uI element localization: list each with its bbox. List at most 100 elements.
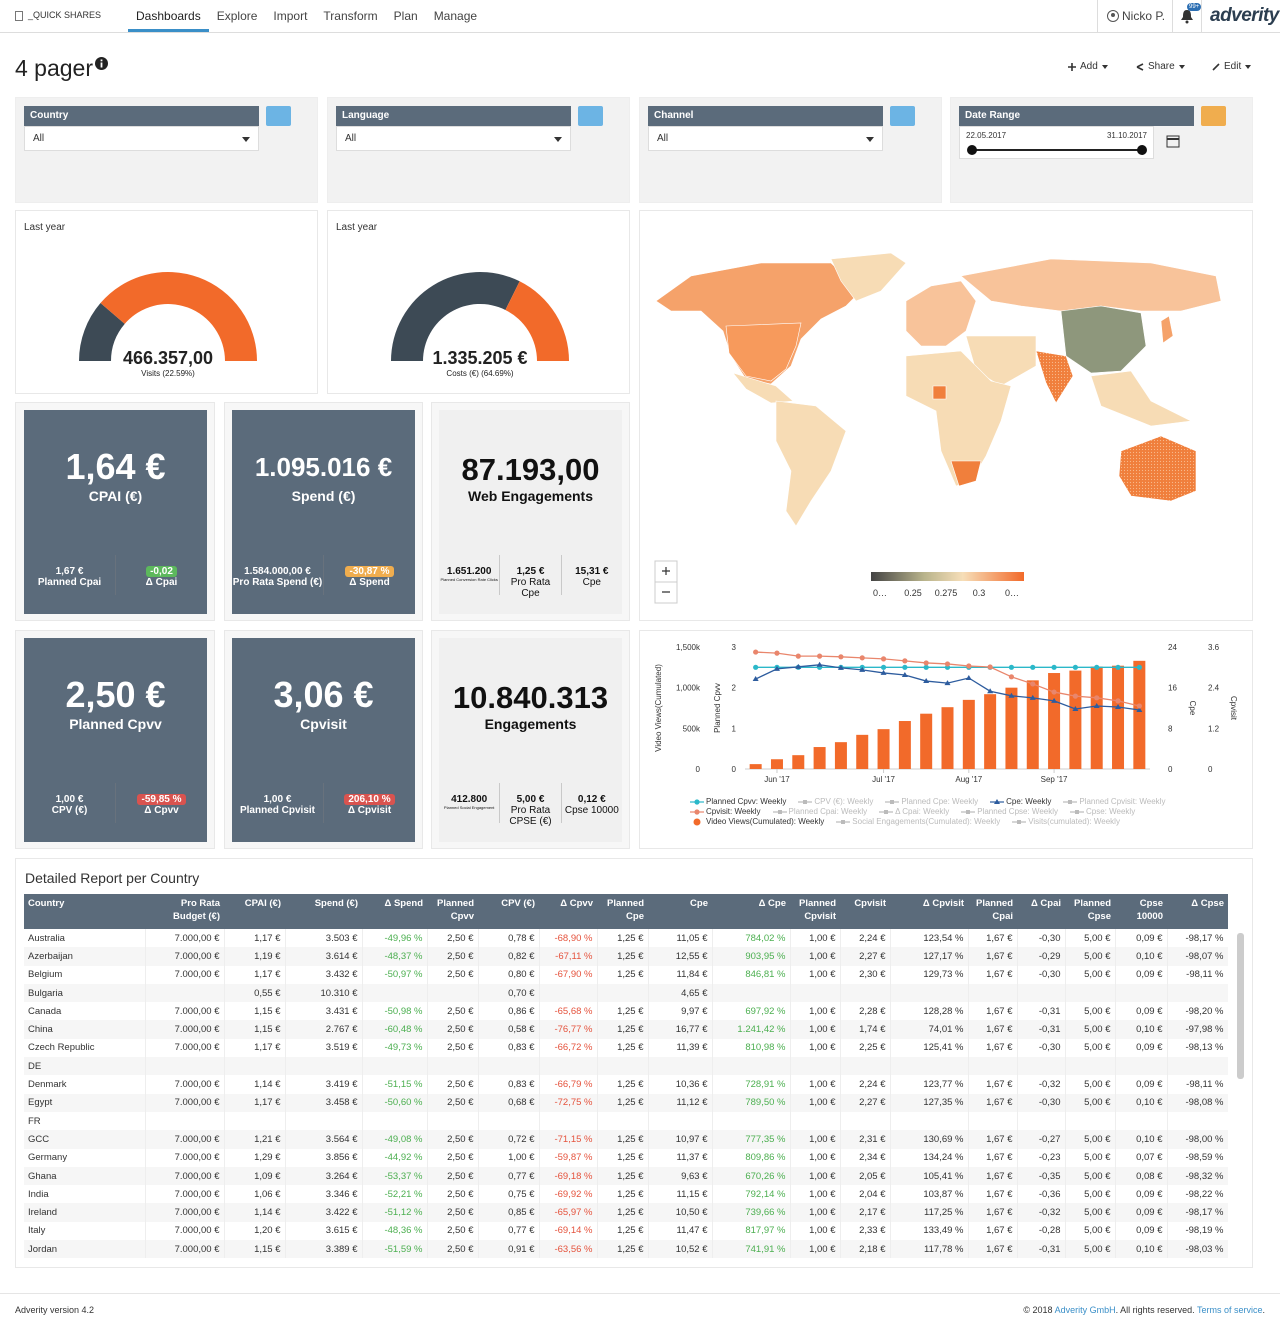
filter-select[interactable]: All [24,126,259,151]
column-header[interactable]: CPV (€) [478,894,539,929]
legend-item[interactable]: Planned Cpai: Weekly [772,807,867,816]
legend-item[interactable]: Visits(cumulated): Weekly [1012,817,1120,826]
table-cell: 1,00 € [790,1130,841,1149]
column-header[interactable]: Δ Cpvisit [890,894,968,929]
legend-item[interactable]: Δ Cpai: Weekly [879,807,949,816]
table-cell: 0,10 € [1115,1130,1168,1149]
table-cell: 5,00 € [1065,1038,1116,1058]
nav-tab[interactable]: Import [273,9,308,23]
column-header[interactable]: Δ Cpse [1167,894,1228,929]
bell-icon[interactable] [1180,8,1194,24]
column-header[interactable]: Planned Cpvv [427,894,478,929]
refresh-button[interactable] [1201,106,1226,126]
column-header[interactable]: Δ Cpe [712,894,790,929]
table-cell: 1,67 € [968,1002,1018,1021]
axis-title: Planned Cpvv [713,683,722,733]
terms-link[interactable]: Terms of service [1196,1305,1263,1315]
gauge-caption: Last year [24,222,66,233]
kpi-item-value-text: 1.651.200 [446,566,492,577]
nav-tab[interactable]: Plan [393,9,418,23]
legend-symbol [1012,819,1027,824]
bar [941,707,954,769]
legend-item[interactable]: Planned Cpvisit: Weekly [1063,797,1165,806]
refresh-button[interactable] [266,106,291,126]
table-cell: 2,27 € [840,947,891,966]
column-header[interactable]: CPAI (€) [224,894,285,929]
caret-shape [1178,64,1185,69]
table-cell: 2,50 € [427,1002,479,1021]
column-header[interactable]: Pro Rata Budget (€) [145,894,224,929]
column-header[interactable]: Planned Cpvisit [790,894,840,929]
legend-item[interactable]: Planned Cpvv: Weekly [690,797,786,806]
table-cell: 0,09 € [1115,1075,1168,1094]
quick-shares[interactable]: _QUICK SHARES [28,10,102,20]
table-cell: GCC [24,1130,146,1149]
table-cell [1115,1057,1168,1076]
legend-item[interactable]: Cpvisit: Weekly [690,807,761,816]
legend-label: Planned Cpvisit: Weekly [1079,797,1166,806]
kpi-item-label: Δ Spend [349,577,390,588]
line-point [966,663,972,669]
column-header[interactable]: Planned Cpai [968,894,1017,929]
table-row: Bulgaria 0,55 €10.310 € 0,70 € 4,65 € [24,983,1228,1003]
kpi-items: 1,00 € CPV (€) -59,85 % Δ Cpvv [24,783,207,823]
user-menu[interactable]: Nicko P. [1122,9,1166,23]
column-header[interactable]: Planned Cpse [1065,894,1115,929]
table-cell: -65,97 % [539,1203,598,1222]
table-cell: 1,17 € [224,965,286,984]
legend-item[interactable]: Video Views(Cumulated): Weekly [690,817,824,826]
action-button[interactable]: Edit [1212,61,1252,72]
bar [1005,687,1018,769]
table-cell: -48,37 % [362,947,428,966]
table-cell: 3.503 € [285,929,363,948]
calendar-icon[interactable] [1166,134,1180,148]
filter-select[interactable]: All [336,126,571,151]
action-button[interactable]: Add [1068,61,1108,72]
legend-item[interactable]: CPV (€): Weekly [798,797,873,806]
refresh-button[interactable] [578,106,603,126]
info-icon[interactable] [95,57,108,70]
column-header[interactable]: Δ Cpvv [539,894,597,929]
table-cell: 0,85 € [478,1203,540,1222]
column-header[interactable]: Cpvisit [840,894,890,929]
legend-item[interactable]: Social Engagements(Cumulated): Weekly [836,817,1000,826]
legend-item[interactable]: Cpse: Weekly [1070,807,1135,816]
kpi-item: -59,85 % Δ Cpvv [115,783,207,823]
column-header[interactable]: Δ Cpai [1017,894,1065,929]
scrollbar[interactable] [1237,933,1244,1079]
legend-item[interactable]: Cpe: Weekly [990,797,1051,806]
column-header[interactable]: Cpe [648,894,712,929]
nav-tab[interactable]: Dashboards [128,0,209,32]
column-header[interactable]: Spend (€) [285,894,362,929]
company-link[interactable]: Adverity GmbH [1054,1305,1116,1315]
combo-chart: 0 500k 1,000k 1,500k Video Views(Cumulated) 0… [654,643,1238,784]
table-cell: -67,90 % [539,965,598,984]
refresh-button[interactable] [890,106,915,126]
bar [813,747,826,769]
date-slider[interactable]: 22.05.2017 31.10.2017 [959,126,1154,159]
nav-tab[interactable]: Explore [216,9,258,23]
action-button[interactable]: Share [1136,61,1185,72]
column-header[interactable]: Country [24,894,145,929]
column-header[interactable]: Planned Cpe [597,894,648,929]
legend-symbol [690,798,704,805]
column-header[interactable]: Cpse 10000 [1115,894,1167,929]
notification-badge: 99+ [1187,3,1202,11]
legend-item[interactable]: Planned Cpe: Weekly [885,797,978,806]
line-point [880,656,887,662]
logo[interactable]: adverity [1210,5,1279,26]
table-cell: 0,70 € [478,983,540,1003]
bar [962,699,975,769]
table-cell: 123,54 % [890,929,969,948]
filter-select[interactable]: All [648,126,883,151]
table-cell: 1,00 € [790,1148,841,1167]
nav-tab[interactable]: Transform [323,9,378,23]
table-cell: 1,00 € [790,1002,841,1021]
legend-marker [694,798,700,805]
kpi-item-value-text: 1,25 € [516,566,545,577]
table-cell: -50,97 % [362,965,428,984]
legend-item[interactable]: Planned Cpse: Weekly [961,807,1058,816]
nav-tab[interactable]: Manage [433,9,478,23]
column-header[interactable]: Δ Spend [362,894,427,929]
table-row: Belgium 7.000,00 €1,17 €3.432 € -50,97 % 2,… [24,965,1228,984]
